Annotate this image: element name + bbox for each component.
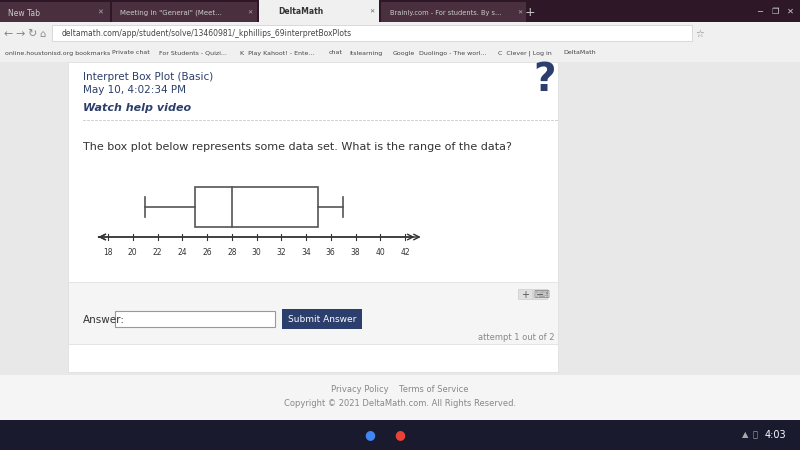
Text: online.houstonisd.org bookmarks: online.houstonisd.org bookmarks bbox=[5, 50, 110, 55]
Text: 22: 22 bbox=[153, 248, 162, 257]
Bar bbox=[0, 420, 800, 450]
Bar bbox=[259, 0, 379, 22]
Text: chat: chat bbox=[328, 50, 342, 55]
Bar bbox=[0, 62, 800, 450]
Text: attempt 1 out of 2: attempt 1 out of 2 bbox=[478, 333, 555, 342]
Bar bbox=[68, 62, 558, 372]
Text: ?: ? bbox=[534, 61, 556, 99]
Bar bbox=[0, 44, 800, 62]
Text: ⌂: ⌂ bbox=[39, 29, 45, 39]
Text: ✕: ✕ bbox=[518, 10, 522, 15]
Text: May 10, 4:02:34 PM: May 10, 4:02:34 PM bbox=[83, 85, 186, 95]
Text: ⌨: ⌨ bbox=[533, 290, 549, 300]
Text: +: + bbox=[525, 5, 535, 18]
Text: Submit Answer: Submit Answer bbox=[288, 315, 356, 324]
Text: 36: 36 bbox=[326, 248, 336, 257]
Text: Watch help video: Watch help video bbox=[83, 103, 191, 113]
Bar bbox=[518, 289, 532, 299]
Bar bbox=[381, 2, 526, 22]
Text: ─: ─ bbox=[758, 6, 762, 15]
Text: Google: Google bbox=[392, 50, 414, 55]
Text: Private chat: Private chat bbox=[112, 50, 150, 55]
Text: ✕: ✕ bbox=[786, 6, 794, 15]
Text: Privacy Policy    Terms of Service: Privacy Policy Terms of Service bbox=[331, 386, 469, 395]
Text: 40: 40 bbox=[375, 248, 385, 257]
Bar bbox=[533, 289, 547, 299]
Text: 28: 28 bbox=[227, 248, 237, 257]
Text: 26: 26 bbox=[202, 248, 212, 257]
Text: ←: ← bbox=[3, 29, 13, 39]
Bar bbox=[112, 2, 257, 22]
Text: Duolingo - The worl...: Duolingo - The worl... bbox=[419, 50, 487, 55]
Text: itslearning: itslearning bbox=[349, 50, 382, 55]
Text: ▲: ▲ bbox=[742, 431, 748, 440]
Text: ✕: ✕ bbox=[97, 10, 103, 16]
Text: Interpret Box Plot (Basic): Interpret Box Plot (Basic) bbox=[83, 72, 214, 82]
Text: Answer:: Answer: bbox=[83, 315, 125, 325]
Text: deltamath.com/app/student/solve/13460981/_kphillips_69interpretBoxPlots: deltamath.com/app/student/solve/13460981… bbox=[62, 30, 352, 39]
Text: Brainly.com - For students. By s...: Brainly.com - For students. By s... bbox=[390, 10, 502, 16]
Text: New Tab: New Tab bbox=[8, 9, 40, 18]
Bar bbox=[282, 309, 362, 329]
Text: Copyright © 2021 DeltaMath.com. All Rights Reserved.: Copyright © 2021 DeltaMath.com. All Righ… bbox=[284, 399, 516, 408]
Bar bbox=[0, 2, 110, 22]
Text: C  Clever | Log in: C Clever | Log in bbox=[498, 50, 551, 56]
Bar bbox=[0, 0, 800, 22]
Bar bbox=[194, 187, 318, 227]
Text: ↻: ↻ bbox=[27, 29, 37, 39]
Text: 42: 42 bbox=[400, 248, 410, 257]
Text: DeltaMath: DeltaMath bbox=[278, 8, 323, 17]
Text: 38: 38 bbox=[350, 248, 360, 257]
Text: The box plot below represents some data set. What is the range of the data?: The box plot below represents some data … bbox=[83, 142, 512, 152]
Bar bbox=[115, 311, 275, 327]
Bar bbox=[0, 375, 800, 420]
Text: 32: 32 bbox=[277, 248, 286, 257]
Text: 34: 34 bbox=[301, 248, 311, 257]
Text: ●: ● bbox=[365, 428, 375, 441]
Text: ●: ● bbox=[394, 428, 406, 441]
Text: For Students - Quizi...: For Students - Quizi... bbox=[158, 50, 226, 55]
Text: 4:03: 4:03 bbox=[764, 430, 786, 440]
Bar bbox=[68, 282, 558, 344]
Text: ☆: ☆ bbox=[696, 29, 704, 39]
Bar bbox=[52, 25, 692, 41]
Bar bbox=[0, 22, 800, 44]
Text: 18: 18 bbox=[103, 248, 113, 257]
Text: ✕: ✕ bbox=[370, 9, 374, 14]
Text: 24: 24 bbox=[178, 248, 187, 257]
Text: K  Play Kahoot! - Ente...: K Play Kahoot! - Ente... bbox=[240, 50, 314, 55]
Text: 20: 20 bbox=[128, 248, 138, 257]
Text: 🔋: 🔋 bbox=[753, 431, 758, 440]
Text: DeltaMath: DeltaMath bbox=[563, 50, 596, 55]
Text: +: + bbox=[521, 290, 529, 300]
Text: ✕: ✕ bbox=[247, 10, 253, 15]
Text: →: → bbox=[15, 29, 25, 39]
Text: Meeting in "General" (Meet...: Meeting in "General" (Meet... bbox=[120, 10, 222, 16]
Text: 30: 30 bbox=[252, 248, 262, 257]
Text: −: − bbox=[536, 290, 544, 300]
Text: ❐: ❐ bbox=[771, 6, 778, 15]
